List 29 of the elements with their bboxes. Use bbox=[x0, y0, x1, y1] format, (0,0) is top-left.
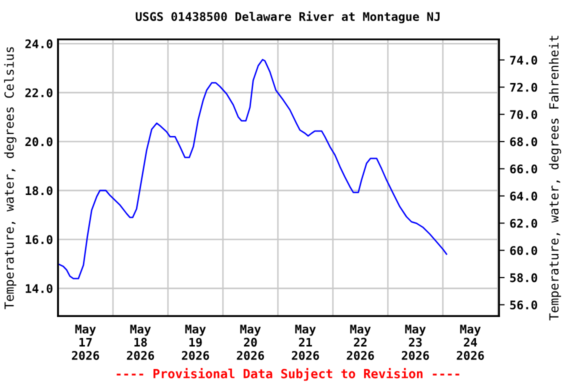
x-tick-label: May 18 2026 bbox=[126, 324, 154, 360]
y2-tick-label: 72.0 bbox=[510, 82, 538, 92]
y2-tick-label: 70.0 bbox=[510, 110, 538, 120]
y2-tick-label: 56.0 bbox=[510, 300, 538, 310]
y2-tick-label: 66.0 bbox=[510, 164, 538, 174]
y-tick-label: 14.0 bbox=[26, 284, 52, 294]
y2-tick-label: 60.0 bbox=[510, 246, 538, 256]
line-series bbox=[58, 58, 448, 280]
x-tick-label: May 19 2026 bbox=[182, 324, 210, 360]
x-tick-label: May 24 2026 bbox=[456, 324, 484, 360]
y-axis-title: Temperature, water, degrees Celsius bbox=[4, 47, 16, 310]
y-tick-label: 18.0 bbox=[26, 186, 52, 196]
x-tick-label: May 21 2026 bbox=[292, 324, 319, 360]
y2-tick-label: 68.0 bbox=[510, 137, 538, 146]
x-tick-label: May 17 2026 bbox=[72, 324, 100, 360]
x-tick-label: May 22 2026 bbox=[346, 324, 374, 360]
text: ---- Provisional Data Subject to Revision ---- bbox=[116, 368, 460, 381]
y2-tick-label: 62.0 bbox=[510, 218, 538, 228]
y-tick-label: 20.0 bbox=[25, 137, 52, 146]
y2-axis-title: Temperature, water, degrees Fahrenheit bbox=[548, 36, 562, 320]
y-tick-label: 24.0 bbox=[25, 39, 52, 48]
chart-title: USGS 01438500 Delaware River at Montague NJ bbox=[136, 11, 440, 24]
y2-tick-label: 74.0 bbox=[510, 56, 538, 65]
y-tick-label: 16.0 bbox=[26, 235, 52, 244]
y-tick-label: 22.0 bbox=[25, 88, 52, 98]
y2-tick-label: 58.0 bbox=[510, 273, 538, 282]
x-tick-label: May 20 2026 bbox=[236, 324, 264, 360]
y2-tick-label: 64.0 bbox=[510, 192, 538, 201]
x-tick-label: May 23 2026 bbox=[402, 324, 429, 360]
